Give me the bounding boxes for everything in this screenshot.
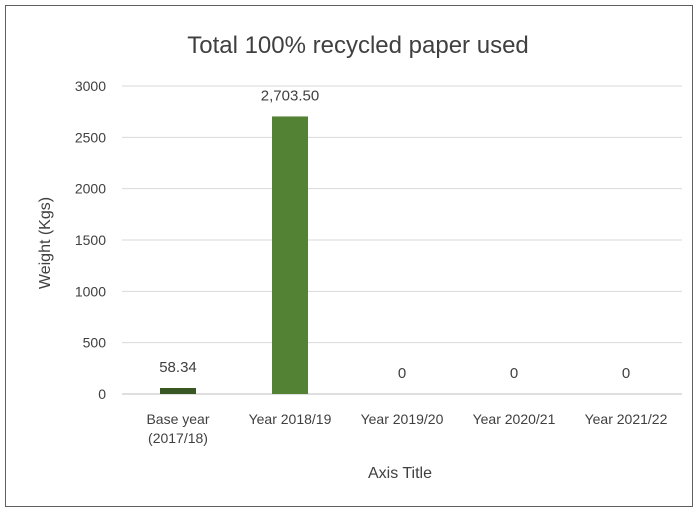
- chart-frame: Total 100% recycled paper used 0 500 1000 1…: [5, 5, 693, 507]
- y-tick-label: 1000: [75, 283, 106, 299]
- y-tick-label: 0: [98, 386, 106, 402]
- y-tick-label: 1500: [75, 232, 106, 248]
- bar: [160, 388, 196, 394]
- y-tick-label: 3000: [75, 78, 106, 94]
- bars: [160, 116, 308, 394]
- data-label: 58.34: [159, 359, 197, 376]
- x-tick-label: Year 2018/19: [249, 411, 332, 427]
- y-tick-label: 2000: [75, 181, 106, 197]
- data-label: 2,703.50: [261, 87, 319, 104]
- y-tick-label: 2500: [75, 129, 106, 145]
- data-label: 0: [510, 365, 518, 382]
- x-tick-label: Year 2021/22: [585, 411, 668, 427]
- gridlines: [122, 85, 682, 395]
- data-label: 0: [398, 365, 406, 382]
- chart-title: Total 100% recycled paper used: [187, 32, 529, 59]
- x-tick-label: Base year: [146, 411, 209, 427]
- bar: [272, 116, 308, 394]
- data-label: 0: [622, 365, 630, 382]
- y-axis-ticks: 0 500 1000 1500 2000 2500 3000: [75, 78, 106, 402]
- x-axis-title: Axis Title: [368, 465, 432, 482]
- bar-chart: Total 100% recycled paper used 0 500 1000 1…: [37, 32, 682, 482]
- y-tick-label: 500: [83, 335, 107, 351]
- y-axis-title: Weight (Kgs): [37, 197, 54, 289]
- x-tick-label: Year 2019/20: [361, 411, 444, 427]
- x-tick-label: (2017/18): [148, 430, 208, 446]
- x-tick-label: Year 2020/21: [473, 411, 556, 427]
- data-labels: 58.34 2,703.50 0 0 0: [159, 87, 630, 382]
- x-axis-ticks: Base year (2017/18) Year 2018/19 Year 2019/…: [146, 411, 667, 446]
